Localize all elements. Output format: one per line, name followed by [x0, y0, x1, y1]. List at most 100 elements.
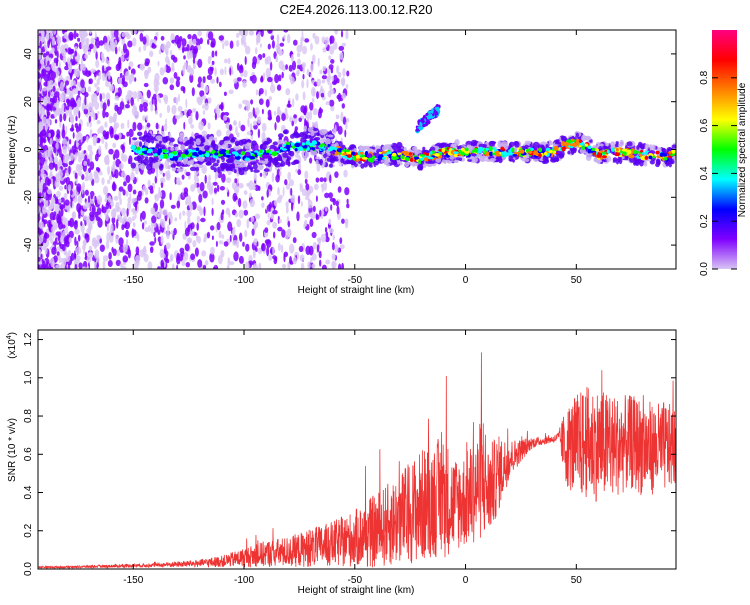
spectrogram-noise-blob [102, 255, 109, 262]
spectrogram-noise-blob [43, 81, 49, 87]
spectrogram-noise-blob [229, 67, 232, 76]
spectrogram-noise-blob [268, 96, 273, 101]
spectrogram-track-point [563, 141, 570, 147]
spectrogram-noise-blob [278, 60, 284, 70]
spectrogram-noise-blob [204, 85, 209, 94]
spectrogram-noise-blob [192, 57, 196, 64]
spectrogram-envelope-blob [454, 139, 460, 146]
spectrogram-noise-blob [197, 76, 202, 84]
spectrogram-noise-blob [54, 203, 60, 213]
spectrogram-envelope-blob [303, 125, 308, 132]
spectrogram-noise-blob [223, 91, 227, 97]
spectrogram-noise-blob [86, 158, 90, 167]
spectrogram-noise-blob [337, 71, 342, 78]
spectrogram-envelope-blob [457, 145, 462, 149]
spectrogram-envelope-blob [636, 145, 640, 150]
spectrogram-noise-blob [99, 40, 104, 46]
spectrogram-noise-blob [290, 194, 296, 204]
spectrogram-noise-blob [52, 232, 55, 239]
spectrogram-envelope-blob [195, 138, 201, 146]
spectrogram-noise-blob [110, 208, 116, 219]
spectrogram-noise-blob [108, 148, 114, 155]
spectrogram-track-point [204, 152, 210, 158]
spectrogram-noise-blob [51, 36, 55, 46]
spectrogram-noise-blob [281, 263, 287, 269]
spectrogram-noise-blob [104, 141, 108, 150]
spectrogram-noise-blob [99, 170, 103, 176]
spectrogram-noise-blob [238, 255, 244, 264]
spectrogram-noise-blob [84, 95, 87, 106]
spectrogram-noise-blob [38, 221, 42, 230]
spectrogram-noise-blob [118, 132, 122, 139]
spectrogram-noise-blob [194, 247, 199, 257]
spectrogram-noise-blob [68, 31, 74, 41]
spectrogram-track-point [615, 147, 619, 152]
spectrogram-envelope-blob [304, 151, 310, 158]
spectrogram-envelope-blob [593, 156, 598, 163]
spectrogram-noise-blob [90, 37, 95, 44]
spectrogram-noise-blob [51, 219, 55, 226]
spectrogram-track-point [429, 151, 433, 155]
spectrogram-noise-blob [344, 129, 347, 138]
spectrogram-noise-blob [277, 186, 280, 196]
spectrogram-noise-blob [109, 126, 114, 135]
snr-x-tick-label: 0 [463, 575, 469, 586]
spectrogram-noise-blob [252, 56, 257, 66]
spectrogram-noise-blob [215, 50, 218, 57]
spectrogram-noise-blob [193, 63, 196, 70]
spectrogram-noise-blob [181, 174, 185, 180]
spectrogram-noise-blob [273, 111, 277, 116]
spectrogram-envelope-blob [189, 166, 197, 172]
spectrogram-envelope-blob [269, 144, 276, 149]
spectrogram-noise-blob [45, 154, 48, 164]
spectrogram-noise-blob [182, 65, 186, 76]
spectrogram-noise-blob [192, 38, 197, 46]
spectrogram-noise-blob [131, 228, 135, 239]
spectrogram-noise-blob [276, 84, 282, 91]
spectrogram-noise-blob [329, 45, 335, 55]
spectrogram-noise-blob [125, 174, 131, 184]
spectrogram-envelope-blob [612, 159, 617, 163]
spectrogram-track-point [244, 158, 250, 161]
spectrogram-noise-blob [54, 180, 60, 188]
spectrogram-noise-blob [259, 172, 263, 177]
spectrogram-track-point [408, 152, 412, 156]
spectrogram-track-point [261, 154, 267, 158]
spectrogram-noise-blob [102, 260, 106, 269]
spectrogram-noise-blob [70, 114, 75, 125]
spectrogram-noise-blob [157, 266, 161, 269]
snr-multiplier: (x104) [6, 332, 18, 359]
spectrogram-envelope-blob [417, 166, 423, 170]
colorbar-label: Normalized spectral amplitude [737, 82, 748, 217]
spectrogram-noise-blob [309, 102, 314, 111]
spectrogram-noise-blob [50, 257, 55, 268]
spectrogram-track-point [602, 151, 607, 155]
spectrogram-track-point [222, 152, 227, 157]
spectrogram-track-point [397, 152, 402, 155]
spectrogram-noise-blob [155, 110, 159, 115]
spectrogram-noise-blob [62, 38, 67, 43]
spectrogram-noise-blob [149, 241, 155, 246]
spectrogram-envelope-blob [250, 167, 254, 173]
spectrogram-noise-blob [167, 211, 172, 219]
spectrogram-noise-blob [91, 93, 95, 104]
spectrogram-noise-blob [52, 175, 55, 186]
spectrogram-noise-blob [147, 179, 151, 187]
spectrogram-track-point [285, 141, 291, 146]
spectrogram-noise-blob [128, 155, 133, 165]
spectrogram-noise-blob [121, 134, 126, 140]
spectrogram-noise-blob [228, 89, 234, 95]
spectrogram-noise-blob [68, 236, 72, 244]
spectrogram-noise-blob [143, 253, 149, 263]
spectrogram-feature-point [423, 114, 426, 119]
spectrogram-noise-blob [316, 237, 321, 242]
spectrogram-noise-blob [56, 251, 60, 256]
spectrogram-noise-blob [257, 247, 263, 255]
spectrogram-noise-blob [75, 68, 81, 78]
spectrogram-noise-blob [204, 260, 209, 266]
spectrogram-track-point [309, 142, 315, 147]
spectrogram-noise-blob [199, 207, 204, 216]
spectrogram-noise-blob [217, 255, 223, 265]
spectrogram-noise-blob [301, 188, 307, 197]
spectrogram-track-point [638, 153, 643, 157]
